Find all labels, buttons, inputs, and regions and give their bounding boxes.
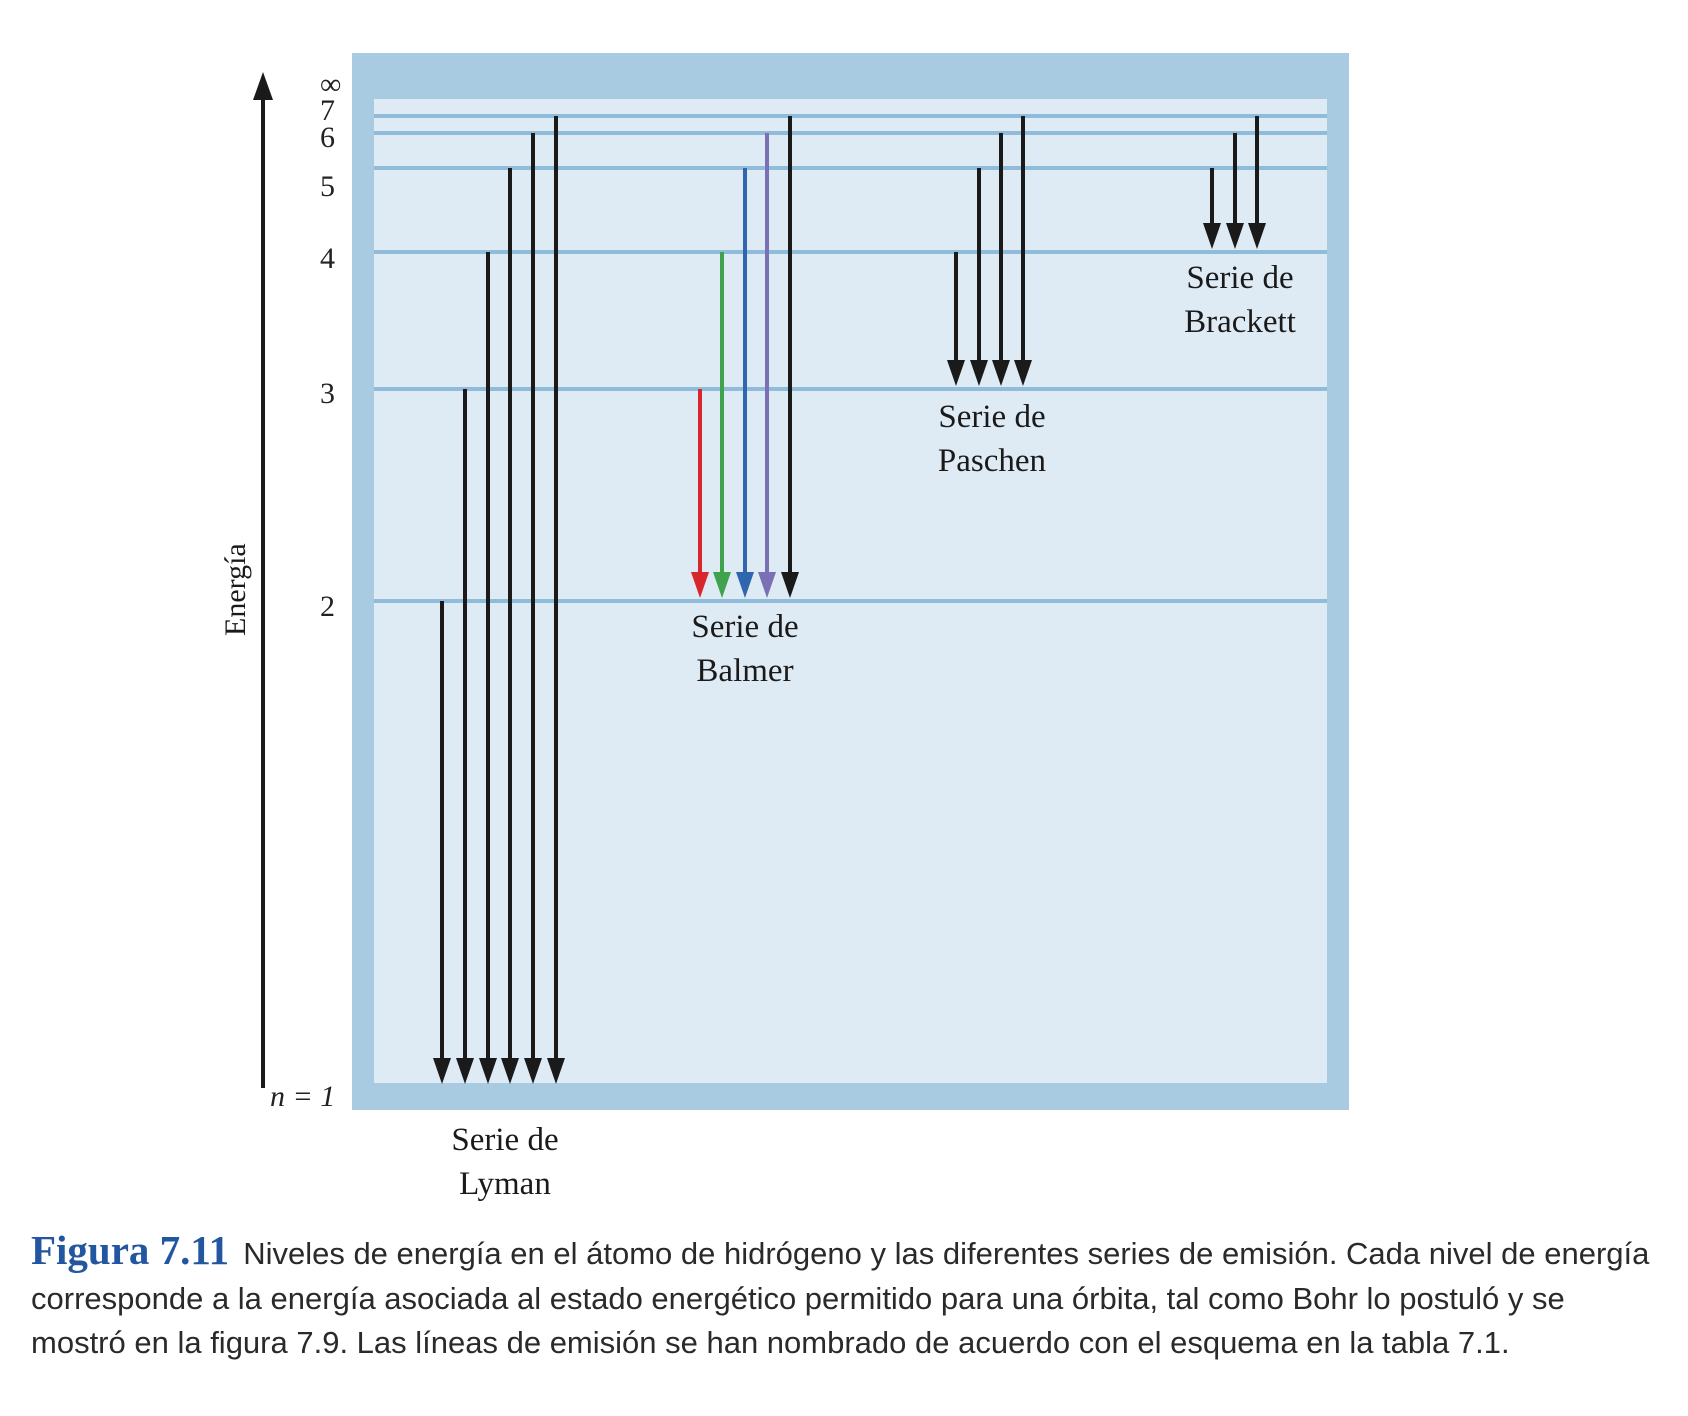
level-label-5: 5 [320,170,335,203]
transition-arrow-head [691,572,709,598]
figure-caption-text: Niveles de energía en el átomo de hidróg… [31,1236,1650,1360]
series-label-balmer-line2: Balmer [696,653,793,689]
transition-arrow-head [992,360,1010,386]
level-label-7: 7 [320,94,335,127]
transition-arrow-balmer-3-to-2 [691,389,709,598]
diagram-frame-inner [374,99,1327,1085]
transition-arrow-balmer-4-to-2 [713,252,731,598]
level-label-4: 4 [320,242,335,275]
series-label-balmer: Serie de Balmer [691,609,798,689]
transition-arrow-lyman-7-to-1 [547,116,565,1084]
transition-arrow-head [456,1058,474,1084]
transition-arrow-head [736,572,754,598]
transition-arrow-head [501,1058,519,1084]
energy-axis-label: Energía [219,543,252,636]
transition-arrow-brackett-6-to-4 [1226,133,1244,249]
transition-arrow-paschen-4-to-3 [947,252,965,386]
level-label-6: 6 [320,121,335,154]
transition-arrow-paschen-5-to-3 [970,168,988,386]
transition-arrow-paschen-6-to-3 [992,133,1010,386]
transition-arrow-lyman-4-to-1 [479,252,497,1084]
series-label-paschen-line2: Paschen [938,443,1046,479]
transition-arrow-head [947,360,965,386]
series-label-paschen-line1: Serie de [938,399,1045,435]
series-label-brackett: Serie de Brackett [1184,260,1296,340]
transition-arrow-lyman-2-to-1 [433,601,451,1084]
transition-arrow-head [713,572,731,598]
transition-arrow-head [1226,223,1244,249]
transition-arrow-paschen-7-to-3 [1014,116,1032,386]
transition-arrow-head [1248,223,1266,249]
transition-arrow-head [970,360,988,386]
figure-caption: Figura 7.11 Niveles de energía en el átom… [31,1228,1651,1366]
transition-arrows [433,116,1266,1084]
level-label-infinity: ∞ [320,68,341,101]
transition-arrow-head [781,572,799,598]
transition-arrow-lyman-3-to-1 [456,389,474,1084]
energy-axis-arrowhead [253,72,273,100]
transition-arrow-balmer-5-to-2 [736,168,754,598]
continuum-band [374,66,1327,99]
transition-arrow-head [524,1058,542,1084]
series-label-lyman-line1: Serie de [451,1122,558,1158]
transition-arrow-lyman-6-to-1 [524,133,542,1084]
transition-arrow-balmer-6-to-2 [758,133,776,598]
transition-arrow-head [758,572,776,598]
series-label-brackett-line1: Serie de [1186,260,1293,296]
figure-number: Figura 7.11 [31,1227,230,1273]
transition-arrow-balmer-7-to-2 [781,116,799,598]
transition-arrow-brackett-7-to-4 [1248,116,1266,249]
transition-arrow-head [433,1058,451,1084]
series-label-lyman-line2: Lyman [459,1166,551,1202]
series-label-balmer-line1: Serie de [691,609,798,645]
level-labels: ∞ 7 6 5 4 3 2 n = 1 [270,68,341,1113]
transition-arrow-head [1014,360,1032,386]
energy-level-diagram: Energía ∞ 7 6 5 4 3 2 n = 1 Serie de Lym… [219,53,1349,1202]
transition-arrow-lyman-5-to-1 [501,168,519,1084]
level-label-2: 2 [320,590,335,623]
transition-arrow-head [547,1058,565,1084]
series-label-brackett-line2: Brackett [1184,304,1296,340]
series-label-paschen: Serie de Paschen [938,399,1046,479]
series-label-lyman: Serie de Lyman [451,1122,558,1202]
transition-arrow-head [1203,223,1221,249]
level-label-1: n = 1 [270,1080,335,1113]
transition-arrow-brackett-5-to-4 [1203,168,1221,249]
level-label-3: 3 [320,377,335,410]
transition-arrow-head [479,1058,497,1084]
